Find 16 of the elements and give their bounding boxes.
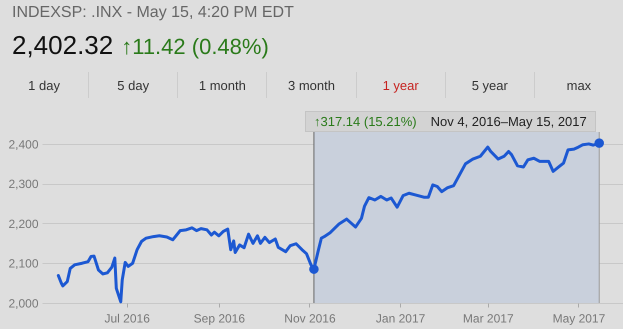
x-tick-label: Nov 2016 <box>284 312 336 326</box>
y-tick-label: 2,400 <box>8 137 39 152</box>
chart-subtitle: 2,402.32 <box>12 30 114 60</box>
text: ↑11.42 (0.48%) <box>121 34 269 59</box>
y-tick-label: 2,000 <box>8 296 39 310</box>
x-tick-label: May 2017 <box>552 312 606 326</box>
y-tick-label: 2,300 <box>8 177 39 192</box>
text: ↑317.14 (15.21%) <box>314 114 417 129</box>
y-tick-label: 2,100 <box>8 256 39 271</box>
chart-title: INDEXSP: .INX - May 15, 4:20 PM EDT <box>12 4 294 22</box>
x-tick-label: Jan 2017 <box>376 312 426 326</box>
x-tick-label: Jul 2016 <box>104 312 150 326</box>
x-tick-label: Sep 2016 <box>194 312 246 326</box>
y-tick-label: 2,200 <box>8 216 39 231</box>
legend-label: Nov 4, 2016–May 15, 2017 <box>430 114 587 129</box>
x-tick-label: Mar 2017 <box>462 312 514 326</box>
